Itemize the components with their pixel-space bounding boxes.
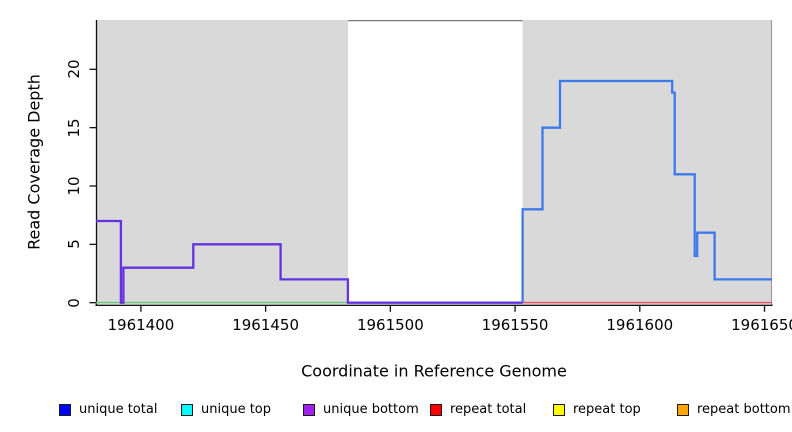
y-axis-label: Read Coverage Depth <box>24 74 44 250</box>
unique-coverage-left-line <box>96 219 523 304</box>
x-axis-label: Coordinate in Reference Genome <box>301 361 567 381</box>
x-tick-label: 1961600 <box>606 316 674 334</box>
y-tick-label: 5 <box>65 239 83 250</box>
y-tick-label: 20 <box>65 59 83 79</box>
y-tick-label: 15 <box>65 118 83 138</box>
unique-coverage-right-line <box>521 79 772 303</box>
x-tick-label: 1961650 <box>731 316 792 334</box>
x-tick-label: 1961500 <box>356 316 424 334</box>
repeat-region-rect <box>522 20 772 304</box>
x-tick-label: 1961450 <box>232 316 300 334</box>
y-tick-label: 10 <box>65 176 83 196</box>
repeat-region-rect <box>96 20 348 304</box>
y-tick-label: 0 <box>65 297 83 308</box>
x-tick-label: 1961550 <box>481 316 549 334</box>
x-tick-label: 1961400 <box>107 316 175 334</box>
